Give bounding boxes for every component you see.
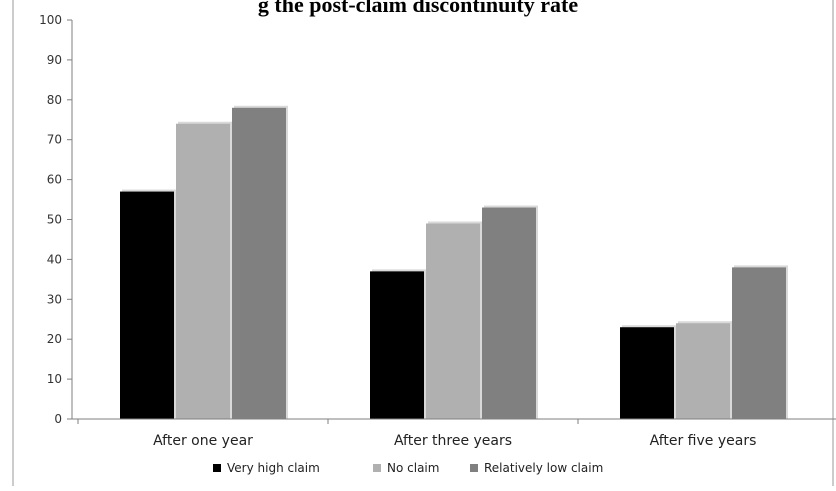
- x-tick-label: After one year: [153, 433, 253, 449]
- legend-swatch: [470, 464, 478, 472]
- legend: Very high claim No claim Relatively low cl…: [213, 461, 603, 475]
- y-tick-label: 10: [47, 372, 62, 386]
- bars-group: [120, 105, 788, 420]
- y-tick-label: 60: [47, 173, 62, 187]
- y-axis: 0 10 20 30 40 50 60 70 80 90 100: [39, 13, 73, 426]
- chart-frame: [12, 0, 834, 486]
- bar: [620, 327, 674, 419]
- bar: [732, 267, 786, 419]
- y-tick-label: 100: [39, 13, 62, 27]
- legend-label: No claim: [387, 461, 439, 475]
- x-tick-label: After five years: [650, 433, 757, 449]
- y-tick-label: 30: [47, 292, 62, 306]
- bar: [120, 191, 174, 419]
- x-tick-label: After three years: [394, 433, 512, 449]
- legend-label: Very high claim: [227, 461, 320, 475]
- y-tick-label: 0: [54, 412, 62, 426]
- y-tick-label: 70: [47, 133, 62, 147]
- bar: [426, 223, 480, 419]
- y-tick-label: 40: [47, 252, 62, 266]
- bar: [176, 123, 230, 420]
- legend-label: Relatively low claim: [484, 461, 603, 475]
- x-axis: After one year After three years After fiv…: [72, 418, 836, 449]
- y-tick-label: 90: [47, 53, 62, 67]
- y-tick-label: 20: [47, 332, 62, 346]
- bar: [370, 271, 424, 419]
- bar: [482, 207, 536, 419]
- y-tick-label: 80: [47, 93, 62, 107]
- bar: [676, 323, 730, 419]
- legend-swatch: [213, 464, 221, 472]
- bar: [232, 107, 286, 419]
- legend-swatch: [373, 464, 381, 472]
- chart-title: g the post-claim discontinuity rate: [258, 0, 578, 17]
- y-tick-label: 50: [47, 213, 62, 227]
